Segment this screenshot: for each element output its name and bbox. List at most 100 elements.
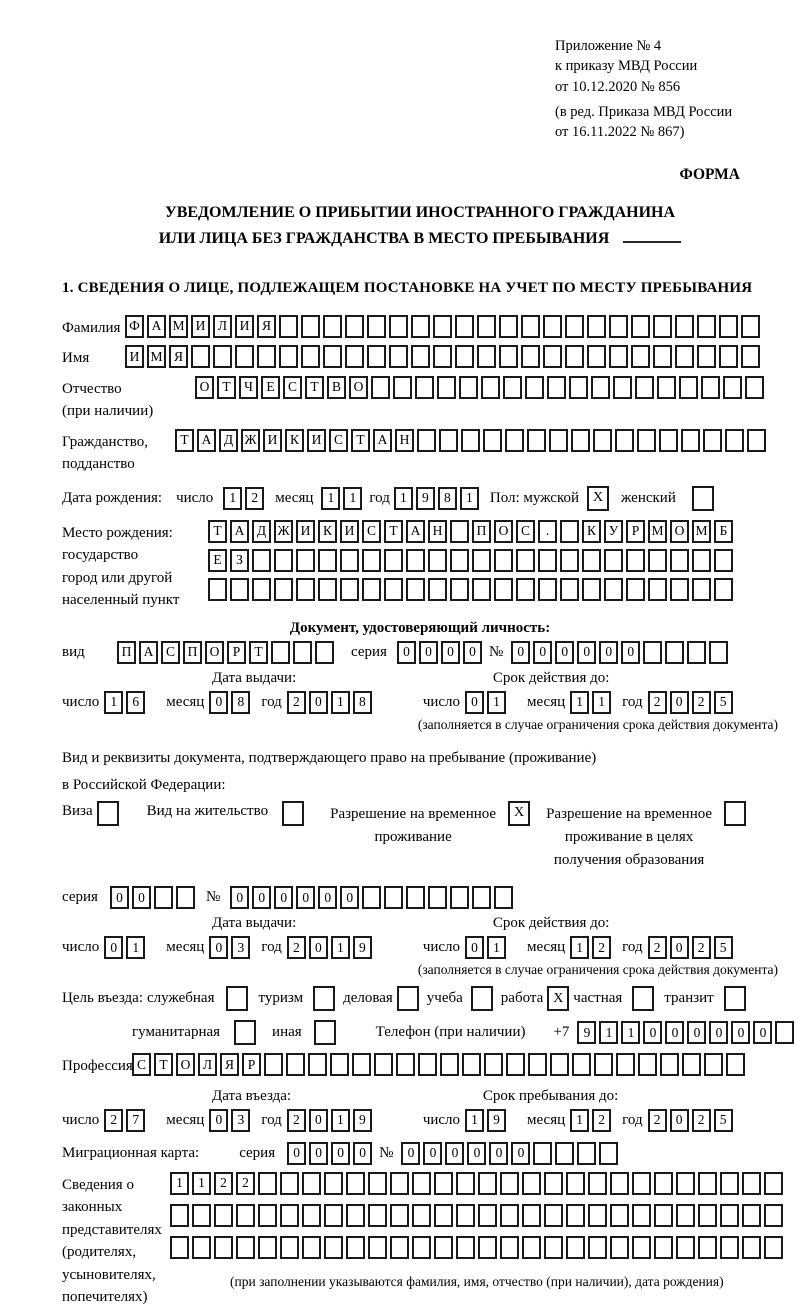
char-cell[interactable] (390, 1171, 409, 1195)
char-cell[interactable]: 0 (709, 1021, 729, 1045)
char-cell[interactable] (588, 1235, 607, 1259)
char-cell[interactable] (560, 548, 579, 572)
char-cell[interactable] (632, 1171, 651, 1195)
char-cell[interactable] (346, 1203, 365, 1227)
char-cell[interactable] (417, 428, 436, 452)
char-cell[interactable]: 0 (308, 690, 328, 714)
purpose-humanitarian-checkbox[interactable] (234, 1020, 257, 1046)
char-cell[interactable] (308, 1053, 327, 1077)
char-cell[interactable] (323, 345, 342, 369)
char-cell[interactable] (747, 428, 766, 452)
char-cell[interactable] (521, 314, 540, 338)
char-cell[interactable]: О (205, 640, 224, 664)
char-cell[interactable] (505, 428, 524, 452)
char-cell[interactable]: 0 (209, 1108, 229, 1132)
char-cell[interactable]: К (318, 519, 337, 543)
char-cell[interactable]: Т (384, 519, 403, 543)
char-cell[interactable]: 2 (286, 936, 306, 960)
char-cell[interactable]: 2 (286, 1108, 306, 1132)
char-cell[interactable]: 0 (252, 886, 272, 910)
char-cell[interactable] (483, 428, 502, 452)
char-cell[interactable] (450, 577, 469, 601)
char-cell[interactable] (274, 548, 293, 572)
char-cell[interactable]: 1 (570, 1108, 590, 1132)
char-cell[interactable] (324, 1171, 343, 1195)
char-cell[interactable]: Р (227, 640, 246, 664)
char-cell[interactable] (213, 345, 232, 369)
char-cell[interactable] (522, 1203, 541, 1227)
char-cell[interactable] (345, 314, 364, 338)
char-cell[interactable]: Д (252, 519, 271, 543)
char-cell[interactable] (412, 1171, 431, 1195)
char-cell[interactable]: К (285, 428, 304, 452)
char-cell[interactable]: 3 (231, 1108, 251, 1132)
char-cell[interactable] (367, 345, 386, 369)
char-cell[interactable] (494, 548, 513, 572)
char-cell[interactable]: Я (169, 345, 188, 369)
char-cell[interactable]: С (516, 519, 535, 543)
char-cell[interactable]: 0 (209, 690, 229, 714)
char-cell[interactable] (371, 375, 390, 399)
char-cell[interactable] (681, 428, 700, 452)
char-cell[interactable] (723, 375, 742, 399)
char-cell[interactable] (631, 314, 650, 338)
char-cell[interactable] (588, 1171, 607, 1195)
char-cell[interactable] (626, 548, 645, 572)
char-cell[interactable] (346, 1235, 365, 1259)
char-cell[interactable]: 0 (599, 640, 619, 664)
char-cell[interactable] (676, 1235, 695, 1259)
char-cell[interactable]: Т (217, 375, 236, 399)
char-cell[interactable]: И (263, 428, 282, 452)
char-cell[interactable]: К (582, 519, 601, 543)
char-cell[interactable]: 6 (126, 690, 146, 714)
char-cell[interactable] (613, 375, 632, 399)
char-cell[interactable] (340, 548, 359, 572)
char-cell[interactable] (494, 577, 513, 601)
char-cell[interactable] (582, 577, 601, 601)
char-cell[interactable]: 1 (126, 936, 146, 960)
char-cell[interactable]: А (197, 428, 216, 452)
char-cell[interactable] (352, 1053, 371, 1077)
char-cell[interactable] (631, 345, 650, 369)
char-cell[interactable] (632, 1235, 651, 1259)
char-cell[interactable]: И (307, 428, 326, 452)
char-cell[interactable]: 0 (331, 1141, 351, 1165)
char-cell[interactable]: 1 (592, 690, 612, 714)
purpose-official-checkbox[interactable] (226, 986, 249, 1012)
char-cell[interactable]: 0 (318, 886, 338, 910)
char-cell[interactable]: 1 (465, 1108, 485, 1132)
char-cell[interactable] (230, 577, 249, 601)
char-cell[interactable] (577, 1141, 597, 1165)
char-cell[interactable]: 2 (592, 1108, 612, 1132)
char-cell[interactable] (461, 428, 480, 452)
char-cell[interactable] (670, 577, 689, 601)
char-cell[interactable] (433, 345, 452, 369)
char-cell[interactable] (654, 1171, 673, 1195)
char-cell[interactable] (610, 1235, 629, 1259)
char-cell[interactable]: 2 (104, 1108, 124, 1132)
char-cell[interactable] (635, 375, 654, 399)
char-cell[interactable] (697, 345, 716, 369)
char-cell[interactable] (459, 375, 478, 399)
char-cell[interactable]: 1 (570, 936, 590, 960)
char-cell[interactable]: И (296, 519, 315, 543)
char-cell[interactable]: 3 (231, 936, 251, 960)
char-cell[interactable] (450, 548, 469, 572)
char-cell[interactable]: 0 (309, 1141, 329, 1165)
char-cell[interactable] (258, 1171, 277, 1195)
char-cell[interactable]: 1 (599, 1021, 619, 1045)
char-cell[interactable]: Б (714, 519, 733, 543)
char-cell[interactable] (214, 1203, 233, 1227)
char-cell[interactable]: 2 (592, 936, 612, 960)
char-cell[interactable]: Р (626, 519, 645, 543)
char-cell[interactable]: 1 (487, 936, 507, 960)
char-cell[interactable]: 1 (330, 936, 350, 960)
char-cell[interactable] (679, 375, 698, 399)
char-cell[interactable]: 1 (104, 690, 124, 714)
char-cell[interactable] (550, 1053, 569, 1077)
purpose-business-checkbox[interactable] (396, 986, 419, 1012)
char-cell[interactable] (477, 314, 496, 338)
char-cell[interactable]: 1 (621, 1021, 641, 1045)
char-cell[interactable] (499, 314, 518, 338)
char-cell[interactable]: М (648, 519, 667, 543)
